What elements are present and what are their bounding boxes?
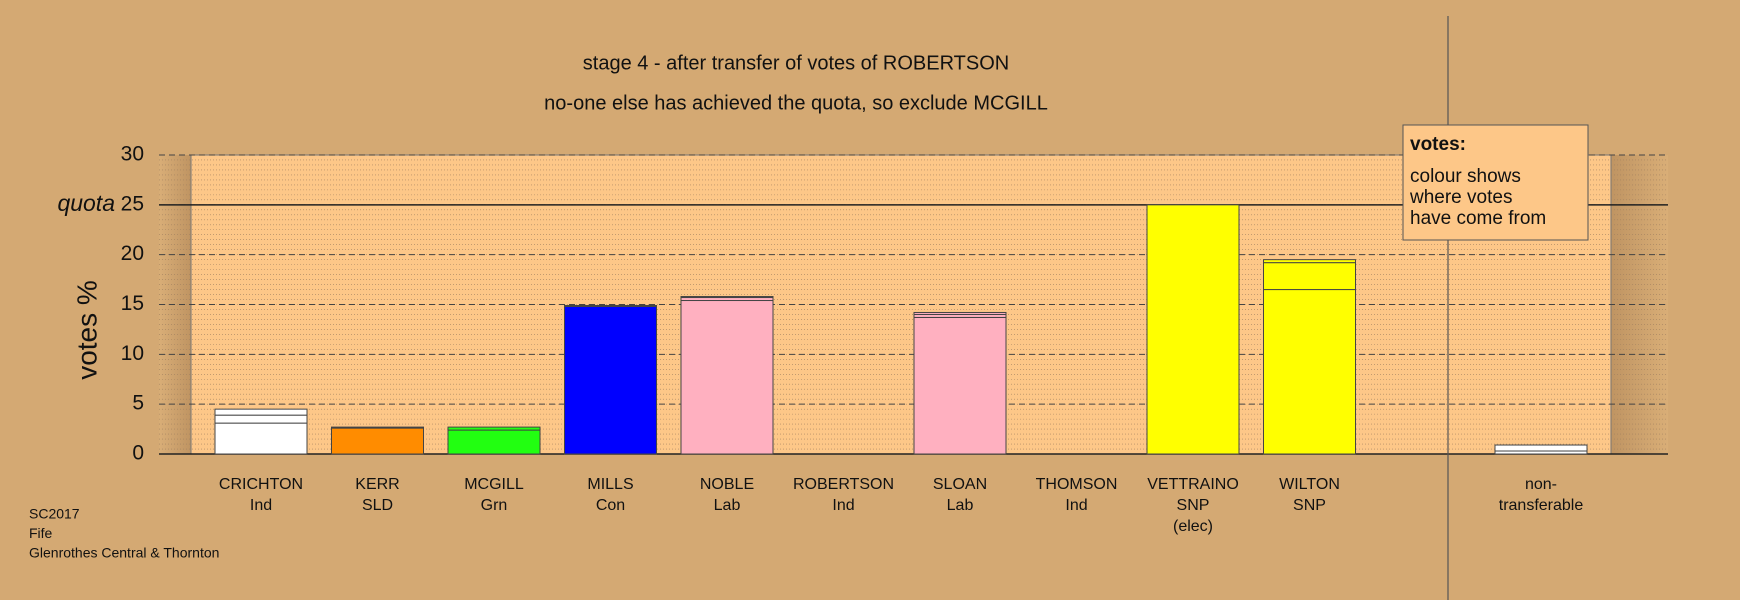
- footer-text: Glenrothes Central & Thornton: [29, 545, 219, 561]
- bar-segment: [680, 300, 774, 455]
- x-tick-label: Ind: [250, 497, 272, 514]
- legend-box: [1402, 124, 1589, 241]
- footer-text: SC2017: [29, 506, 80, 522]
- bar-segment: [1494, 444, 1588, 452]
- bar-segment: [913, 311, 1007, 315]
- x-tick-label: Ind: [832, 497, 854, 514]
- x-tick-label: VETTRAINO: [1147, 476, 1239, 493]
- x-tick-label: transferable: [1499, 497, 1584, 514]
- bar-segment: [1263, 259, 1356, 264]
- y-tick-label: 5: [132, 392, 144, 415]
- y-tick-label: 0: [132, 442, 144, 465]
- x-tick-label: WILTON: [1279, 476, 1340, 493]
- bar-segment: [1263, 289, 1356, 455]
- bar-segment: [1263, 262, 1356, 291]
- footer-text: Fife: [29, 525, 53, 541]
- y-tick-label: 15: [121, 292, 144, 315]
- legend-title: votes:: [1410, 134, 1466, 155]
- x-tick-label: ROBERTSON: [793, 476, 894, 493]
- x-tick-label: MCGILL: [464, 476, 524, 493]
- x-tick-label: SNP: [1293, 497, 1326, 514]
- y-tick-label: 20: [121, 242, 144, 265]
- x-tick-label: NOBLE: [700, 476, 754, 493]
- x-tick-label: SNP: [1177, 497, 1210, 514]
- bar-segment: [564, 304, 657, 307]
- bar-segment: [214, 422, 308, 455]
- x-tick-label: MILLS: [587, 476, 633, 493]
- x-tick-label: Con: [596, 497, 625, 514]
- chart-subtitle: no-one else has achieved the quota, so e…: [544, 92, 1048, 114]
- x-tick-label: (elec): [1173, 518, 1213, 535]
- legend-text: colour shows: [1410, 166, 1521, 187]
- y-tick-label: 30: [121, 143, 144, 166]
- bar-segment: [913, 316, 1007, 455]
- bar-segment: [447, 429, 541, 455]
- x-tick-label: Lab: [714, 497, 741, 514]
- x-tick-label: Grn: [481, 497, 508, 514]
- bar-segment: [680, 296, 774, 299]
- bar-segment: [331, 427, 424, 455]
- x-tick-label: THOMSON: [1036, 476, 1118, 493]
- y-axis-label: votes %: [71, 280, 102, 380]
- bar-segment: [1146, 204, 1240, 455]
- bar-segment: [214, 414, 308, 424]
- bar-segment: [214, 408, 308, 416]
- x-tick-label: SLOAN: [933, 476, 987, 493]
- legend-text: have come from: [1410, 208, 1546, 229]
- y-tick-label: 10: [121, 342, 144, 365]
- x-tick-label: non-: [1525, 476, 1557, 493]
- x-tick-label: Lab: [947, 497, 974, 514]
- legend-text: where votes: [1409, 187, 1512, 208]
- x-tick-label: SLD: [362, 497, 393, 514]
- chart-title: stage 4 - after transfer of votes of ROB…: [583, 52, 1009, 74]
- x-tick-label: Ind: [1065, 497, 1087, 514]
- x-tick-label: KERR: [355, 476, 399, 493]
- bar-segment: [564, 305, 657, 455]
- bar-segment: [331, 426, 424, 429]
- quota-label: quota: [57, 190, 115, 216]
- x-tick-label: CRICHTON: [219, 476, 303, 493]
- y-tick-label: 25: [121, 192, 144, 215]
- bar-segment: [447, 426, 541, 431]
